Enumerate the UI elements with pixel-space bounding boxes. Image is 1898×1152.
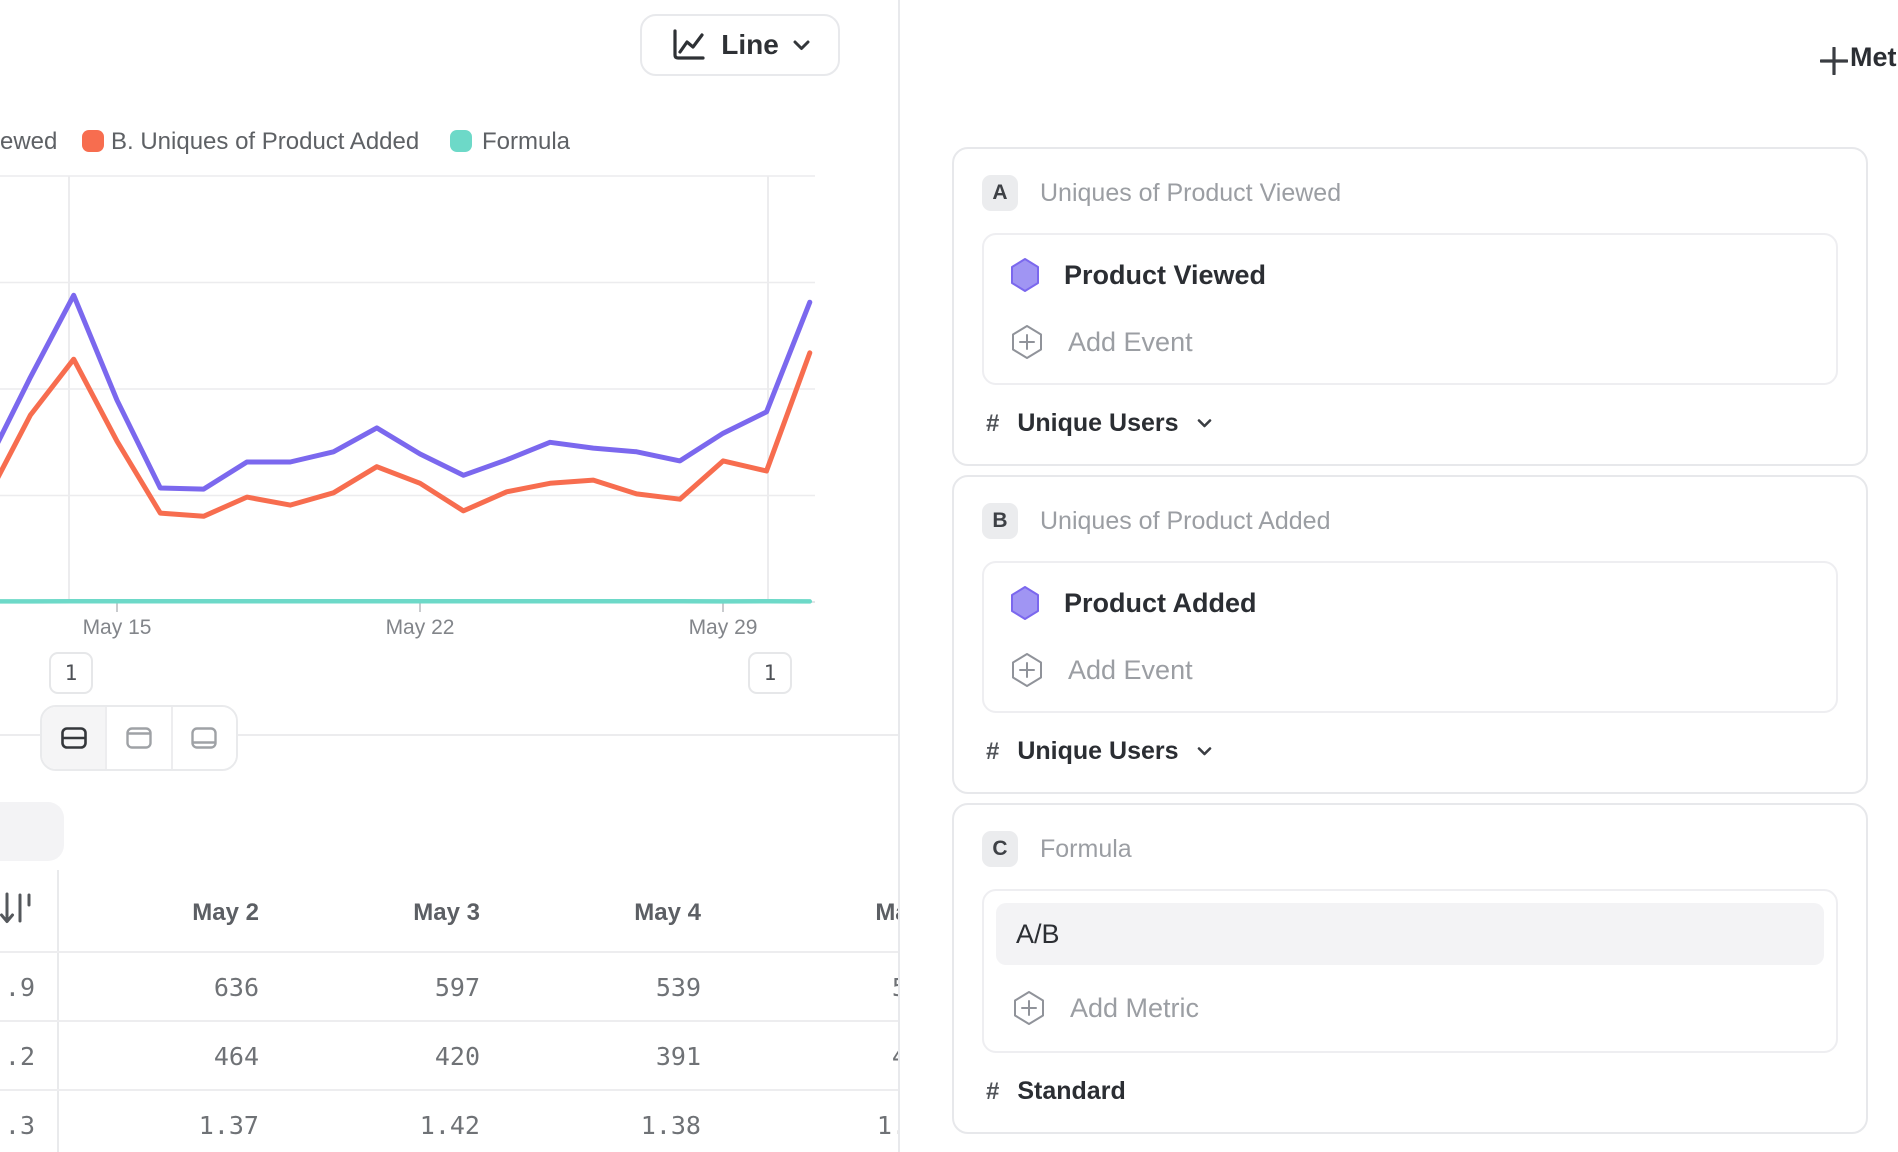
table-cell: 464 xyxy=(213,1042,259,1071)
add-metric-plus-icon[interactable] xyxy=(1820,47,1848,75)
table-cell: 46 xyxy=(722,1040,922,1074)
legend-item-b[interactable]: B. Uniques of Product Added xyxy=(111,128,420,155)
chart-view-icon xyxy=(126,727,152,749)
table-cell: 1.42 xyxy=(419,1111,480,1140)
view-toggle-table-only[interactable] xyxy=(170,707,236,769)
column-header[interactable]: May 2 xyxy=(192,899,259,926)
add-event-label: Add Event xyxy=(1068,326,1193,357)
add-event-button[interactable]: Add Event xyxy=(1010,323,1810,361)
add-metric-button[interactable]: Add Metric xyxy=(1012,989,1824,1027)
series-product-added-line[interactable] xyxy=(0,350,813,519)
chevron-down-icon xyxy=(1197,747,1211,756)
event-hexagon-icon xyxy=(1011,586,1039,620)
split-view-icon xyxy=(60,727,87,749)
row-separator xyxy=(0,1020,898,1022)
line-chart-icon xyxy=(673,29,705,60)
x-tick-may-22: May 22 xyxy=(385,616,455,639)
annotation-badge-right[interactable]: 1 xyxy=(748,652,792,694)
event-row-product-viewed[interactable]: Product Viewed xyxy=(1010,257,1810,293)
number-type-icon: # xyxy=(986,737,1000,765)
sort-descending-icon[interactable] xyxy=(0,890,36,928)
event-name: Product Viewed xyxy=(1064,259,1267,290)
measure-label: Unique Users xyxy=(1017,737,1179,765)
measure-selector[interactable]: # Unique Users xyxy=(982,737,1838,766)
view-toggle-chart-only[interactable] xyxy=(105,707,171,769)
legend-item-a-partial[interactable]: ewed xyxy=(0,128,58,155)
metric-card-title: Uniques of Product Viewed xyxy=(1040,178,1342,207)
table-cell: 1.37 xyxy=(198,1111,259,1140)
metric-card-b: B Uniques of Product Added Product Added… xyxy=(952,475,1868,794)
column-header[interactable]: May 4 xyxy=(634,899,701,926)
table-cell: 391 xyxy=(655,1042,701,1071)
column-header[interactable]: May 3 xyxy=(413,899,480,926)
event-hexagon-icon xyxy=(1011,258,1039,292)
legend-swatch-b xyxy=(82,130,104,152)
event-list: Product Added Add Event xyxy=(982,561,1838,713)
series-product-viewed-line[interactable] xyxy=(0,292,813,492)
legend-item-formula[interactable]: Formula xyxy=(482,128,571,155)
measure-selector[interactable]: # Standard xyxy=(982,1077,1838,1106)
number-type-icon: # xyxy=(986,1077,1000,1105)
table-cell: 539 xyxy=(655,973,701,1002)
number-type-icon: # xyxy=(986,409,1000,437)
view-toggle-split[interactable] xyxy=(42,707,106,769)
legend-swatch-formula xyxy=(450,130,472,152)
annotation-badge-left[interactable]: 1 xyxy=(49,652,93,694)
table-cell: .9 xyxy=(4,973,35,1002)
table-cell: 420 xyxy=(434,1042,480,1071)
formula-editor: A/B Add Metric xyxy=(982,889,1838,1053)
metric-letter-badge: C xyxy=(982,831,1018,867)
hexagon-plus-icon xyxy=(1012,325,1042,359)
line-chart xyxy=(0,175,815,612)
metric-card-title: Formula xyxy=(1040,834,1132,863)
add-event-button[interactable]: Add Event xyxy=(1010,651,1810,689)
chevron-down-icon xyxy=(793,40,810,50)
metrics-panel: Metrics A Uniques of Product Viewed Prod… xyxy=(898,0,1898,1152)
event-row-product-added[interactable]: Product Added xyxy=(1010,585,1810,621)
axis-ticks xyxy=(116,602,724,612)
row-separator xyxy=(0,1089,898,1091)
view-toggle xyxy=(40,705,238,771)
table-view-icon xyxy=(191,727,218,749)
hexagon-plus-icon xyxy=(1014,991,1044,1025)
add-metric-label: Add Metric xyxy=(1070,992,1200,1023)
x-tick-may-15: May 15 xyxy=(82,616,152,639)
metrics-panel-title: Metrics xyxy=(1850,42,1898,72)
metric-letter-badge: A xyxy=(982,175,1018,211)
chart-table-divider xyxy=(0,734,898,736)
measure-label: Standard xyxy=(1017,1077,1126,1105)
table-cell: 1.2 xyxy=(722,1109,922,1143)
column-header[interactable]: May xyxy=(722,896,922,930)
chart-type-dropdown[interactable]: Line xyxy=(640,14,840,76)
table-cell: .2 xyxy=(4,1042,35,1071)
table-cell: 59 xyxy=(722,971,922,1005)
table-cell: 597 xyxy=(434,973,480,1002)
x-tick-may-29: May 29 xyxy=(688,616,758,639)
gridlines xyxy=(0,175,815,603)
chevron-down-icon xyxy=(1197,419,1211,428)
table-cell: 636 xyxy=(213,973,259,1002)
row-separator xyxy=(0,951,898,953)
measure-selector[interactable]: # Unique Users xyxy=(982,409,1838,438)
formula-input[interactable]: A/B xyxy=(996,903,1824,965)
add-event-label: Add Event xyxy=(1068,654,1193,685)
metric-card-title: Uniques of Product Added xyxy=(1040,506,1331,535)
hexagon-plus-icon xyxy=(1012,653,1042,687)
event-name: Product Added xyxy=(1064,587,1257,618)
table-corner-chip[interactable] xyxy=(0,802,64,861)
table-cell: 1.38 xyxy=(640,1111,701,1140)
table-cell: .3 xyxy=(4,1111,35,1140)
metric-letter-badge: B xyxy=(982,503,1018,539)
chart-type-label: Line xyxy=(721,29,779,60)
measure-label: Unique Users xyxy=(1017,409,1179,437)
event-list: Product Viewed Add Event xyxy=(982,233,1838,385)
metric-card-c: C Formula A/B Add Metric # Standard xyxy=(952,803,1868,1134)
metric-card-a: A Uniques of Product Viewed Product View… xyxy=(952,147,1868,466)
frozen-column-divider xyxy=(57,870,59,1152)
